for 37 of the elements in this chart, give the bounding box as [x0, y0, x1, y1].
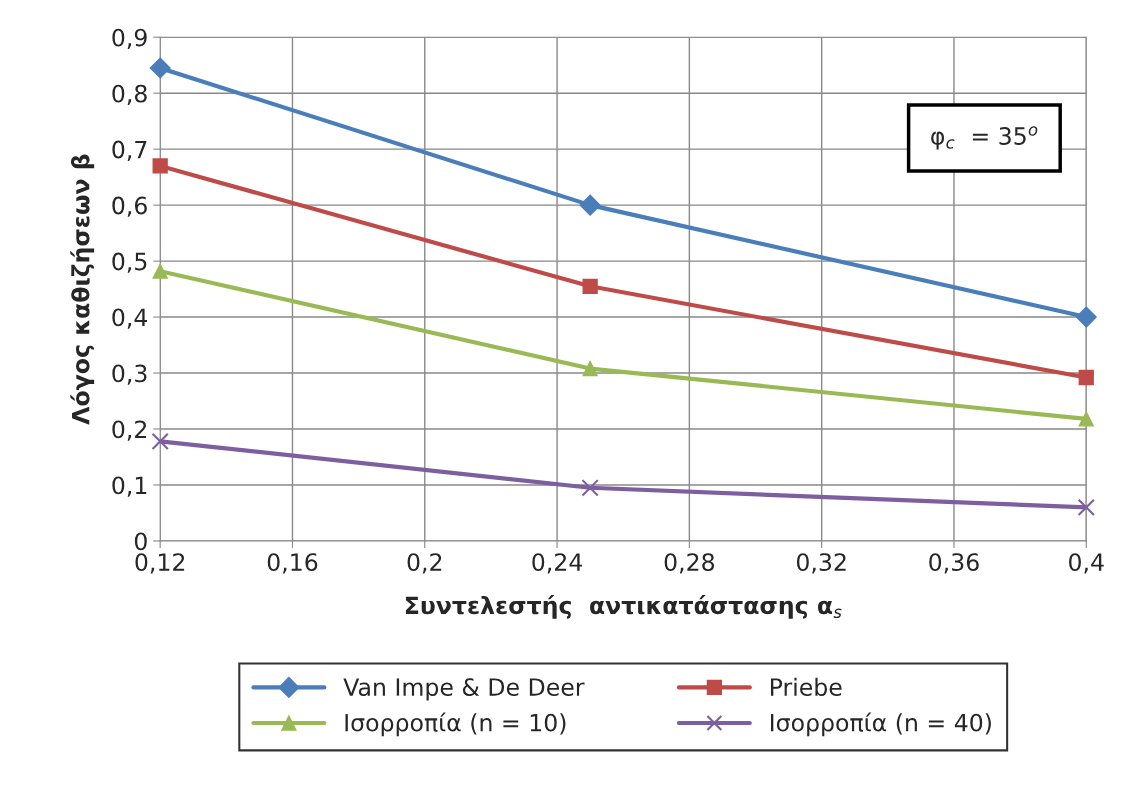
- y-tick-label: 0,8: [112, 84, 147, 105]
- point: [1078, 369, 1094, 386]
- x-tick-label: 0,16: [267, 553, 318, 574]
- y-tick-label: 0,9: [112, 28, 147, 49]
- y-tick-label: 0,6: [112, 196, 147, 217]
- x-tick-label: 0,28: [664, 553, 715, 574]
- point: [151, 432, 169, 450]
- legend-label: Ισορροπία (n = 40): [770, 712, 991, 737]
- point: [581, 479, 599, 497]
- point: [149, 57, 171, 79]
- legend-label: Van Impe & De Deer: [343, 678, 585, 701]
- legend-label: Ισορροπία (n = 10): [345, 712, 566, 737]
- x-tick-label: 0,32: [796, 553, 846, 574]
- point: [152, 158, 168, 174]
- point: [152, 263, 168, 279]
- x-tick-label: 0,2: [407, 553, 442, 574]
- point: [1078, 411, 1094, 427]
- x-tick-label: 0,12: [135, 553, 185, 574]
- x-tick-label: 0,36: [929, 553, 979, 574]
- y-tick-label: 0,3: [112, 364, 147, 385]
- y-tick-label: 0: [134, 532, 147, 551]
- point: [1077, 498, 1095, 517]
- y-tick-label: 0,7: [112, 140, 147, 161]
- annotation: φ$_{c}$ = 35$^{o}$: [931, 126, 1038, 150]
- y-tick-label: 0,1: [112, 476, 147, 497]
- x-tick-label: 0,4: [1069, 553, 1104, 574]
- point: [1075, 306, 1097, 328]
- y-tick-label: 0,5: [112, 252, 147, 273]
- point: [579, 194, 601, 216]
- y-tick-label: 0,2: [112, 420, 147, 441]
- point: [582, 360, 598, 377]
- point: [582, 278, 598, 294]
- y-tick-label: 0,4: [112, 308, 148, 329]
- x-tick-label: 0,24: [532, 553, 583, 574]
- legend-label: Priebe: [770, 677, 842, 696]
- y-axis-title: Λόγος καθιζήσεων β: [70, 154, 95, 425]
- x-axis-title: Συντελεστής αντικατάστασης α$_{s}$: [405, 595, 842, 619]
